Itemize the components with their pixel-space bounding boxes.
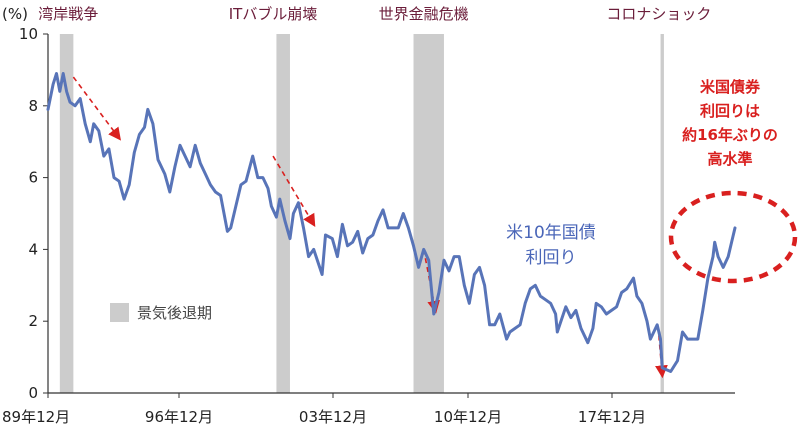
x-tick-label: 03年12月	[299, 408, 367, 426]
series-line-1	[46, 72, 737, 373]
event-label: コロナショック	[606, 5, 711, 23]
y-unit-label: (%)	[2, 5, 28, 23]
text-line: 約16年ぶりの	[682, 126, 778, 144]
recession-band-3	[413, 34, 444, 393]
recession-bands	[59, 34, 664, 393]
text-line: 利回りは	[700, 102, 760, 120]
series-label-group: 米10年国債利回り	[506, 223, 596, 268]
x-tick-label: 89年12月	[2, 408, 70, 426]
y-tick-label: 8	[28, 97, 38, 115]
axes: (%)	[2, 5, 735, 394]
x-tick-label: 96年12月	[145, 408, 213, 426]
highlight-annotation: 米国債券利回りは約16年ぶりの高水準	[668, 78, 798, 284]
y-tick-label: 10	[19, 25, 38, 43]
recession-band-4	[660, 34, 664, 393]
trend-arrow-1	[72, 76, 121, 141]
annotation-text: 米国債券利回りは約16年ぶりの高水準	[682, 78, 778, 168]
y-tick-label: 2	[28, 312, 38, 330]
text-line: 米国債券	[700, 78, 761, 96]
recession-band-1	[59, 34, 74, 393]
event-label: 世界金融危機	[379, 5, 469, 23]
legend-label: 景気後退期	[137, 304, 212, 322]
y-tick-label: 0	[28, 384, 38, 402]
event-label: ITバブル崩壊	[229, 5, 318, 23]
trend-arrow-2	[272, 155, 316, 228]
event-label: 湾岸戦争	[38, 5, 98, 23]
x-tick-label: 17年12月	[578, 408, 646, 426]
y-tick-label: 6	[28, 169, 38, 187]
y-ticks: 0 2 4 6 8 10	[19, 25, 48, 402]
y-tick-label: 4	[28, 240, 38, 258]
event-labels: 湾岸戦争 ITバブル崩壊 世界金融危機 コロナショック	[38, 5, 711, 23]
series-lines	[46, 72, 737, 373]
highlight-ellipse	[668, 190, 798, 284]
x-tick-label: 10年12月	[434, 408, 502, 426]
legend-swatch	[110, 303, 129, 322]
x-ticks: 89年12月 96年12月 03年12月 10年12月 17年12月	[2, 393, 646, 426]
text-line: 高水準	[707, 150, 752, 168]
series-label: 米10年国債利回り	[506, 223, 596, 268]
text-line: 利回り	[526, 248, 577, 268]
text-line: 米10年国債	[506, 223, 596, 243]
legend: 景気後退期	[110, 303, 212, 322]
